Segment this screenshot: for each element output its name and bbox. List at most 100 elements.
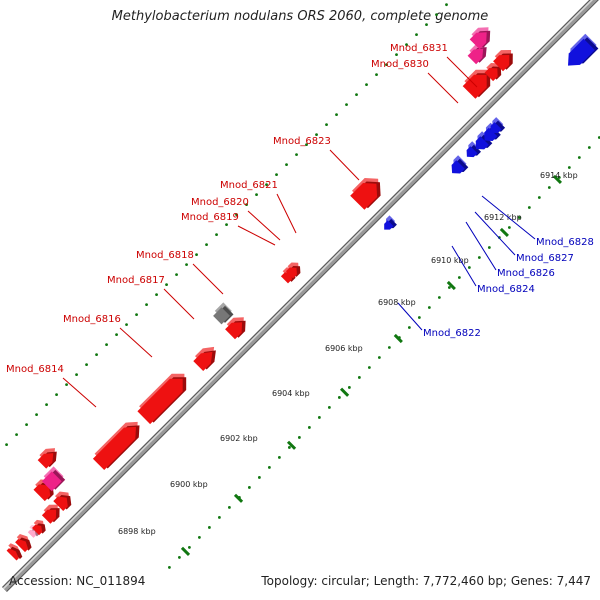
forward-ruler-dot bbox=[185, 263, 188, 267]
reverse-ruler-dot bbox=[297, 436, 301, 439]
scale-tick-label: 6900 kbp bbox=[170, 480, 208, 489]
reverse-gene bbox=[384, 215, 397, 230]
reverse-gene-label: Mnod_6827 bbox=[516, 253, 574, 264]
reverse-gene-face bbox=[384, 220, 394, 230]
reverse-ruler-dot bbox=[197, 536, 201, 539]
forward-gene-face bbox=[6, 548, 19, 561]
forward-ruler-dot bbox=[45, 403, 48, 407]
reverse-gene-face bbox=[490, 122, 502, 134]
reverse-label-leader bbox=[474, 211, 516, 256]
forward-ruler-dot bbox=[5, 443, 8, 446]
reverse-gene-face bbox=[568, 38, 595, 66]
reverse-ruler-dot bbox=[587, 146, 591, 149]
scale-tick-label: 6906 kbp bbox=[325, 344, 363, 353]
reverse-ruler-dot bbox=[347, 386, 351, 389]
forward-ruler-dot bbox=[355, 93, 358, 97]
genome-stats-text: Topology: circular; Length: 7,772,460 bp… bbox=[261, 574, 591, 588]
forward-gene bbox=[53, 491, 72, 511]
forward-ruler-dot bbox=[145, 303, 148, 307]
forward-ruler-dot bbox=[335, 113, 338, 117]
forward-gene-face bbox=[467, 48, 484, 65]
forward-gene-face bbox=[462, 74, 487, 99]
forward-gene-face bbox=[484, 68, 498, 82]
forward-label-leader bbox=[247, 210, 281, 241]
forward-gene-face bbox=[469, 32, 487, 50]
forward-ruler-dot bbox=[285, 163, 288, 167]
scale-tick-label: 6910 kbp bbox=[431, 256, 469, 265]
reverse-ruler-dot bbox=[567, 166, 571, 169]
forward-gene-face bbox=[285, 267, 297, 279]
reverse-gene-label: Mnod_6826 bbox=[497, 268, 555, 279]
reverse-gene-face bbox=[466, 146, 478, 158]
forward-gene bbox=[493, 50, 513, 72]
reverse-ruler-dot bbox=[417, 316, 421, 319]
reverse-ruler-dot bbox=[547, 186, 551, 189]
forward-gene bbox=[193, 346, 216, 371]
reverse-ruler-dot bbox=[307, 426, 311, 429]
reverse-label-leader bbox=[451, 245, 477, 287]
forward-label-leader bbox=[276, 193, 297, 234]
reverse-ruler-dot bbox=[387, 346, 391, 349]
scale-tick-label: 6904 kbp bbox=[272, 389, 310, 398]
forward-gene-face bbox=[137, 378, 183, 425]
forward-gene bbox=[37, 448, 57, 469]
reverse-ruler-dot bbox=[217, 516, 221, 519]
forward-ruler-dot bbox=[435, 13, 438, 17]
map-title: Methylobacterium nodulans ORS 2060, comp… bbox=[111, 9, 489, 24]
forward-ruler-dot bbox=[405, 43, 408, 47]
forward-ruler-dot bbox=[425, 23, 428, 27]
forward-gene-label: Mnod_6830 bbox=[371, 59, 429, 70]
reverse-ruler-dot bbox=[367, 366, 371, 369]
forward-ruler-dot bbox=[135, 313, 138, 317]
reverse-ruler-dot bbox=[597, 136, 600, 139]
forward-gene bbox=[285, 262, 301, 279]
reverse-ruler-dot bbox=[577, 156, 581, 159]
forward-gene-label: Mnod_6831 bbox=[390, 43, 448, 54]
reverse-gene-face bbox=[475, 136, 489, 150]
forward-gene-face bbox=[493, 55, 510, 72]
scale-tick bbox=[233, 493, 244, 503]
scale-tick bbox=[552, 174, 563, 185]
reverse-ruler-dot bbox=[467, 266, 471, 269]
reverse-ruler-dot bbox=[507, 226, 511, 229]
reverse-gene bbox=[466, 141, 481, 158]
forward-ruler-dot bbox=[245, 203, 248, 207]
forward-gene-face bbox=[15, 539, 29, 553]
reverse-ruler-dot bbox=[357, 376, 361, 379]
forward-ruler-dot bbox=[255, 193, 258, 197]
forward-ruler-dot bbox=[85, 363, 88, 367]
scale-tick-label: 6912 kbp bbox=[484, 213, 522, 222]
forward-ruler-dot bbox=[445, 3, 448, 7]
forward-gene-face bbox=[27, 529, 36, 538]
scale-tick-label: 6914 kbp bbox=[540, 171, 578, 180]
forward-gene-face bbox=[32, 524, 43, 536]
scale-tick bbox=[339, 387, 350, 397]
forward-gene-face bbox=[350, 183, 378, 210]
forward-ruler-dot bbox=[115, 333, 118, 337]
forward-gene-face bbox=[280, 272, 292, 284]
reverse-ruler-dot bbox=[168, 566, 171, 569]
forward-gene-face bbox=[33, 484, 51, 502]
forward-ruler-dot bbox=[235, 213, 238, 217]
forward-gene-label: Mnod_6814 bbox=[6, 364, 64, 375]
reverse-gene bbox=[490, 117, 506, 134]
forward-label-leader bbox=[163, 288, 195, 320]
forward-gene-face bbox=[92, 426, 136, 470]
reverse-ruler-dot bbox=[537, 196, 541, 199]
forward-ruler-dot bbox=[265, 183, 268, 187]
forward-gene bbox=[92, 421, 140, 470]
forward-gene-label: Mnod_6816 bbox=[63, 314, 121, 325]
forward-ruler-dot bbox=[105, 343, 108, 347]
forward-label-leader bbox=[192, 263, 224, 295]
reverse-ruler-dot bbox=[178, 556, 181, 559]
forward-ruler-dot bbox=[125, 323, 128, 327]
forward-ruler-dot bbox=[175, 273, 178, 277]
forward-gene bbox=[213, 302, 234, 325]
reverse-label-leader bbox=[481, 195, 536, 240]
forward-ruler-dot bbox=[345, 103, 348, 107]
forward-ruler-dot bbox=[275, 173, 278, 177]
reverse-ruler-dot bbox=[277, 456, 281, 459]
scale-tick-label: 6898 kbp bbox=[118, 527, 156, 536]
